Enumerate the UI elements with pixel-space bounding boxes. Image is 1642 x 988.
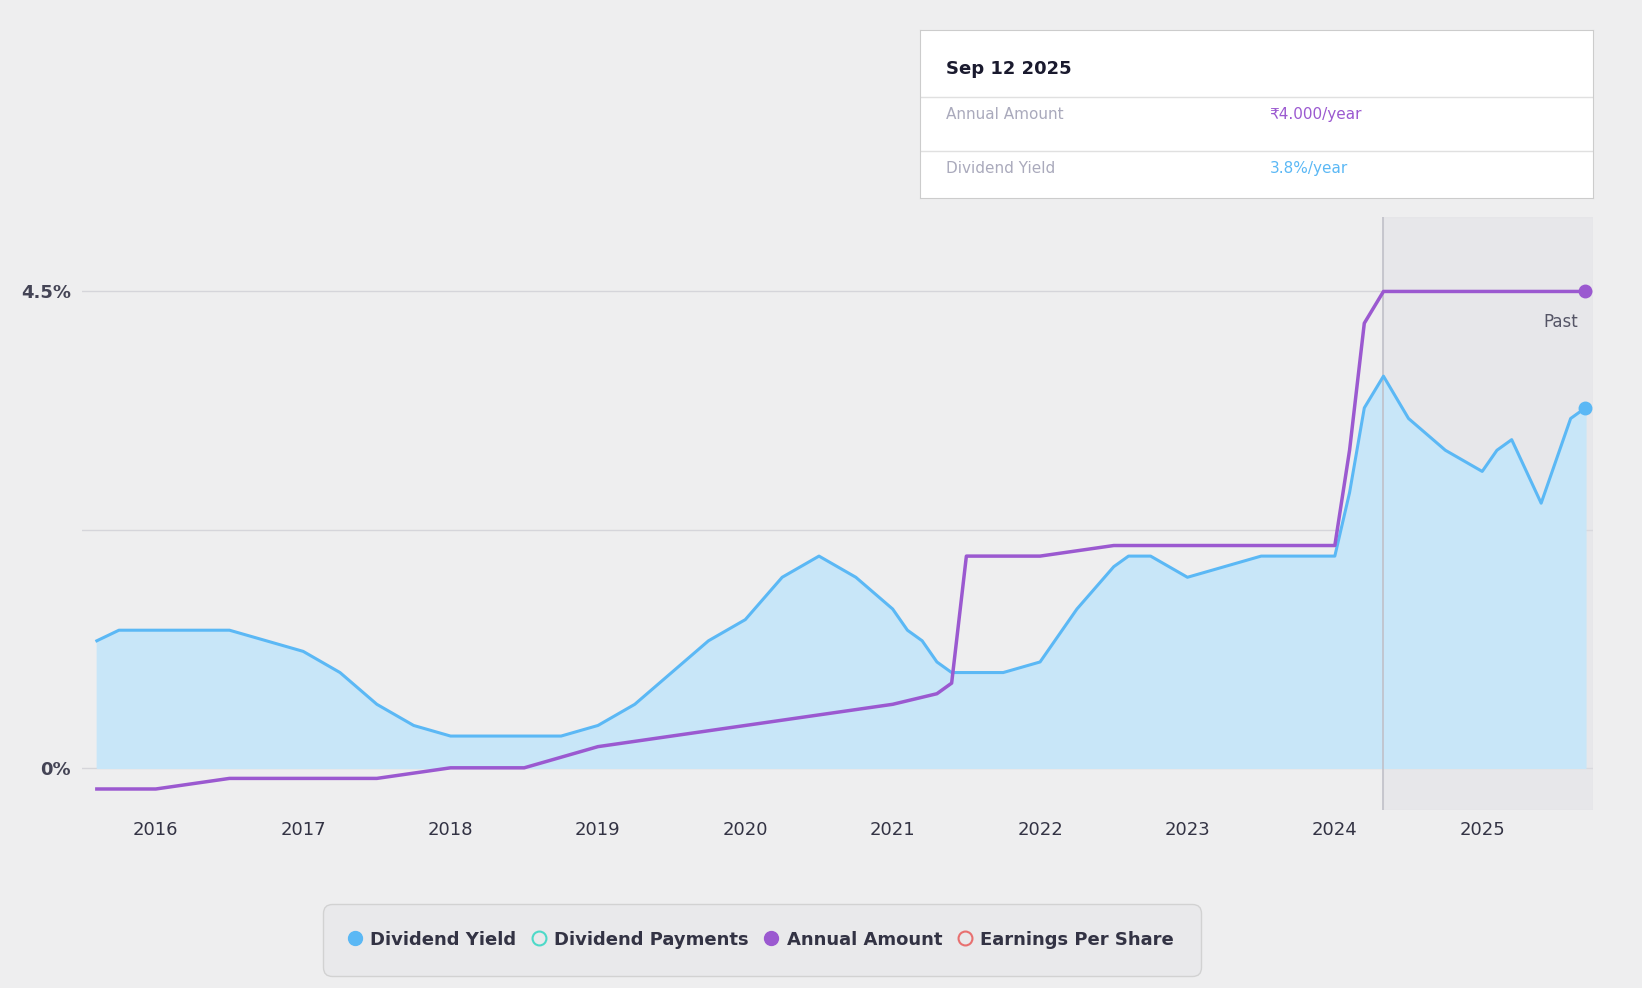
Legend: Dividend Yield, Dividend Payments, Annual Amount, Earnings Per Share: Dividend Yield, Dividend Payments, Annua… <box>332 913 1192 967</box>
Text: Sep 12 2025: Sep 12 2025 <box>946 60 1072 78</box>
Text: Annual Amount: Annual Amount <box>946 107 1064 122</box>
Text: Past: Past <box>1543 312 1578 331</box>
Text: 3.8%/year: 3.8%/year <box>1269 161 1348 176</box>
Text: ₹4.000/year: ₹4.000/year <box>1269 107 1363 122</box>
Text: Dividend Yield: Dividend Yield <box>946 161 1056 176</box>
Bar <box>1384 217 1593 810</box>
